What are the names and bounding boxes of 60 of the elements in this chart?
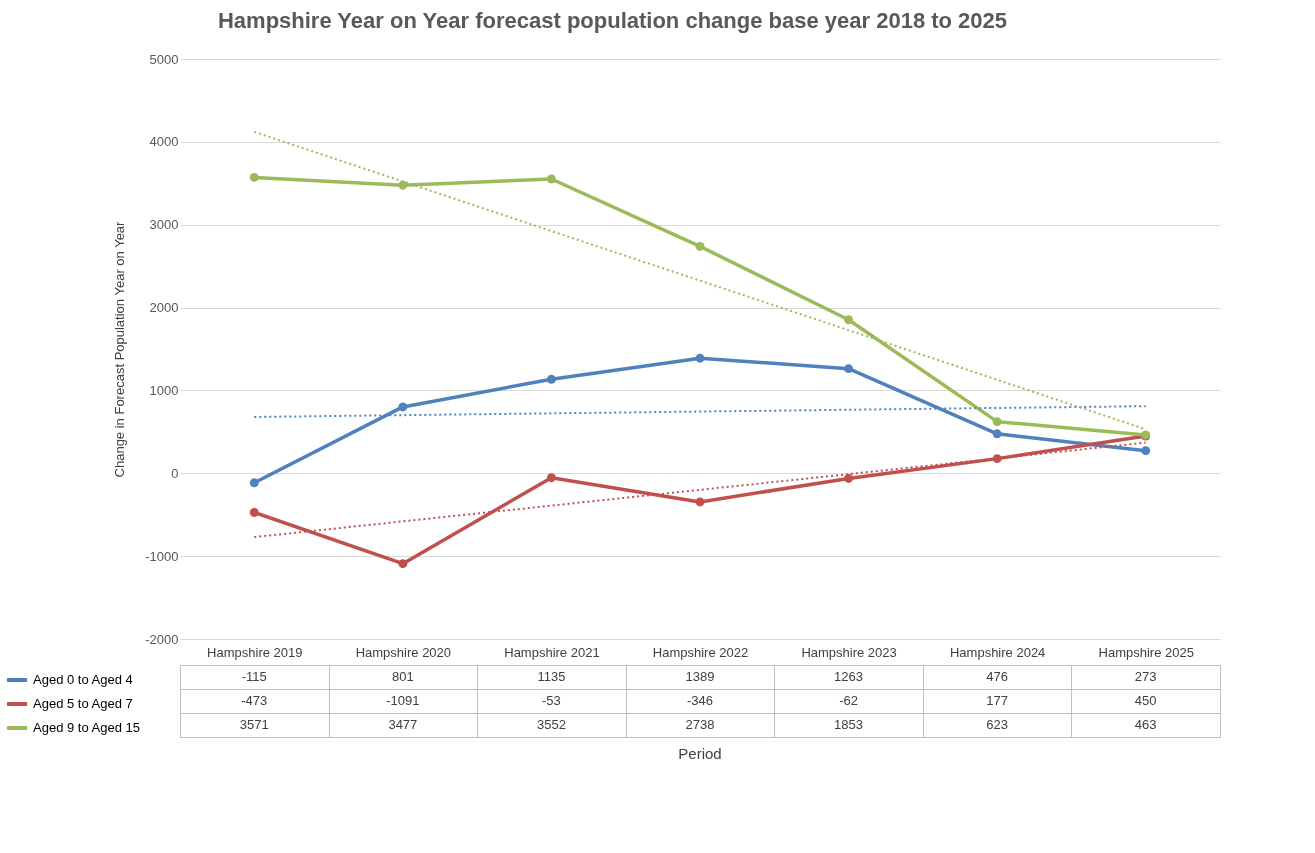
point — [546, 174, 556, 184]
point — [992, 417, 1002, 427]
data-label: 1853 — [834, 717, 864, 732]
data-label: 1135 — [537, 669, 566, 684]
point — [398, 180, 408, 190]
data-label: 450 — [1134, 693, 1157, 708]
y-tick-label: 1000 — [149, 382, 179, 398]
data-label: -62 — [839, 693, 858, 708]
data-label: 801 — [392, 669, 414, 684]
x-tick-label: Hampshire 2019 — [207, 644, 303, 660]
data-label: -473 — [241, 693, 268, 708]
point — [546, 473, 556, 483]
point — [398, 559, 408, 569]
y-tick-label: 0 — [171, 465, 179, 481]
data-label: 1389 — [685, 669, 715, 684]
point — [844, 473, 854, 483]
x-tick-label: Hampshire 2022 — [652, 644, 749, 660]
data-label: 3571 — [239, 717, 269, 732]
chart-title: Hampshire Year on Year forecast population change base year 2018 to 2025 — [217, 8, 1008, 33]
point — [398, 402, 408, 412]
point — [546, 374, 556, 384]
data-label: 2738 — [685, 717, 715, 732]
data-label: -1091 — [386, 693, 420, 708]
x-tick-label: Hampshire 2023 — [801, 644, 897, 660]
y-tick-label: 4000 — [149, 134, 179, 150]
data-label: 476 — [986, 669, 1008, 684]
point — [992, 429, 1002, 439]
point — [844, 364, 854, 374]
point — [1141, 446, 1151, 456]
data-label: 177 — [986, 693, 1008, 708]
point — [695, 241, 705, 251]
data-label: 1263 — [834, 669, 864, 684]
y-tick-label: 5000 — [149, 51, 179, 67]
y-tick-label: -1000 — [145, 548, 179, 564]
y-tick-label: -2000 — [145, 631, 179, 647]
point — [249, 508, 259, 517]
point — [695, 353, 705, 363]
point — [249, 172, 259, 182]
x-tick-label: Hampshire 2024 — [949, 644, 1046, 660]
point — [695, 497, 705, 507]
data-label: 3477 — [388, 717, 418, 732]
x-tick-label: Hampshire 2025 — [1098, 644, 1194, 660]
y-axis-title: Change in Forecast Population Year on Year — [112, 220, 128, 478]
point — [844, 315, 854, 325]
y-tick-label: 2000 — [149, 300, 179, 316]
point — [249, 478, 259, 488]
data-label: 623 — [986, 717, 1008, 732]
text: Period — [678, 745, 722, 762]
data-label: 3552 — [536, 717, 566, 732]
data-label: -346 — [686, 693, 714, 708]
x-tick-label: Hampshire 2020 — [355, 644, 452, 660]
legend-label: Aged 0 to Aged 4 — [33, 672, 133, 687]
data-label: 463 — [1134, 717, 1157, 732]
data-label: -53 — [542, 693, 561, 708]
x-tick-label: Hampshire 2021 — [504, 644, 600, 660]
data-label: -115 — [241, 669, 267, 684]
data-label: 273 — [1134, 669, 1157, 684]
legend-label: Aged 9 to Aged 15 — [33, 720, 140, 735]
legend-label: Aged 5 to Aged 7 — [33, 696, 133, 711]
y-tick-label: 3000 — [149, 217, 179, 233]
